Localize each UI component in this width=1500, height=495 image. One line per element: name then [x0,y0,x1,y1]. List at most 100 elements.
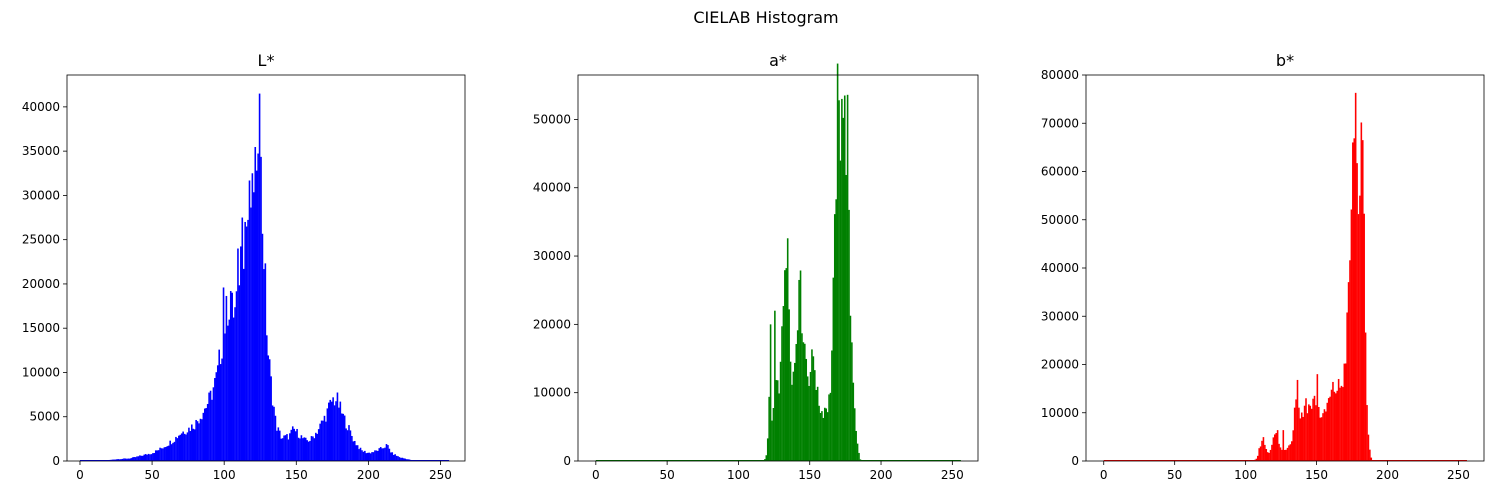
lightness-bar [332,397,334,461]
lightness-xtick-label: 0 [76,468,84,482]
lightness-bar [139,455,141,461]
b-channel-bar [1316,374,1319,461]
a-channel-bar [776,380,779,461]
b-channel-bar [1332,381,1334,461]
b-channel-bar [1274,434,1276,461]
lightness-ytick-label: 10000 [22,365,60,379]
b-channel-bar [1325,411,1327,461]
lightness-bar [356,445,359,461]
a-channel-bar [768,396,770,461]
b-channel-bar [1353,138,1356,461]
lightness-bar [300,435,303,461]
a-channel-bar [814,370,816,461]
lightness-bar [291,426,294,461]
lightness-bar [237,248,239,461]
lightness-bar [229,291,232,461]
b-channel-bar [1281,449,1283,461]
b-channel-xtick-label: 250 [1447,468,1470,482]
lightness-bar [323,415,326,461]
a-channel-bar [796,330,799,461]
a-channel-panel: a* 0 50 100 150 200 250 0 10000 20000 30000 40000 50… [533,51,979,482]
a-channel-bar [812,356,815,461]
lightness-bar [163,447,166,461]
a-channel-bar [808,385,810,461]
lightness-bar [159,447,161,461]
lightness-bar [391,452,394,461]
lightness-bar [286,434,288,461]
lightness-bar [240,246,242,461]
b-channel-bar [1289,444,1292,461]
lightness-bar [402,458,405,461]
a-channel-bar [841,98,843,461]
lightness-ytick-label: 5000 [29,410,60,424]
lightness-bar [280,438,283,461]
lightness-bar [196,421,199,461]
lightness-bar [336,392,339,461]
a-channel-bar [823,407,826,461]
lightness-bar [221,358,223,461]
lightness-bar [364,450,366,461]
lightness-bar [131,457,134,461]
lightness-bar [183,433,186,461]
lightness-bar [304,437,307,461]
a-channel-bar [788,309,790,461]
lightness-bar [375,450,378,461]
a-channel-bar [815,390,818,461]
lightness-bar [203,408,206,461]
lightness-bar [369,453,372,461]
lightness-bar [242,268,245,461]
lightness-bar [361,450,363,461]
lightness-bar [260,156,262,461]
b-channel-bar [1268,452,1270,461]
lightness-bar [326,408,329,461]
lightness-bar [225,295,228,461]
b-channel-xtick-label: 0 [1100,468,1108,482]
a-channel-bar [802,342,805,461]
a-channel-bar [811,349,813,461]
b-channel-bar [1302,416,1304,461]
lightness-bar [307,441,310,461]
a-channel-bar [835,199,837,461]
lightness-bar [129,458,131,461]
lightness-bar [211,399,213,461]
b-channel-ytick-label: 20000 [1041,358,1079,372]
lightness-bar [152,453,154,461]
b-channel-bar [1356,163,1358,461]
b-channel-ytick-label: 30000 [1041,309,1079,323]
lightness-bar [382,448,385,461]
lightness-bar [271,405,274,461]
lightness-bar [264,263,267,461]
lightness-bar [121,458,124,461]
b-channel-bar [1313,395,1316,461]
lightness-bar [208,392,210,461]
lightness-bar [175,436,177,461]
a-channel-bar [825,408,827,461]
lightness-ytick-label: 20000 [22,277,60,291]
lightness-bar [385,444,388,461]
b-channel-bar [1319,417,1321,461]
a-channel-bar [818,405,820,461]
a-channel-bar [775,380,778,461]
lightness-bar [293,428,295,461]
b-channel-bar [1269,449,1272,461]
lightness-bar [253,192,255,461]
lightness-bar [371,452,373,461]
lightness-bar [157,450,160,461]
lightness-bar [340,413,343,461]
b-channel-bar [1272,437,1275,461]
a-channel-bar [836,63,839,461]
a-channel-bar [858,452,860,461]
lightness-bar [212,387,215,461]
a-channel-ytick-label: 50000 [533,112,571,126]
lightness-bar [388,448,391,461]
lightness-bar [154,450,157,461]
lightness-bar [313,438,316,461]
b-channel-bar [1322,413,1324,461]
b-channel-bar [1352,142,1354,461]
lightness-bar [136,456,138,461]
b-channel-panel: b* 0 50 100 150 200 250 0 10000 20000 30000 40000 50… [1041,51,1485,482]
lightness-bar [205,408,208,461]
lightness-bar [130,458,133,461]
a-channel-xtick-label: 250 [941,468,964,482]
a-channel-ytick-label: 10000 [533,386,571,400]
